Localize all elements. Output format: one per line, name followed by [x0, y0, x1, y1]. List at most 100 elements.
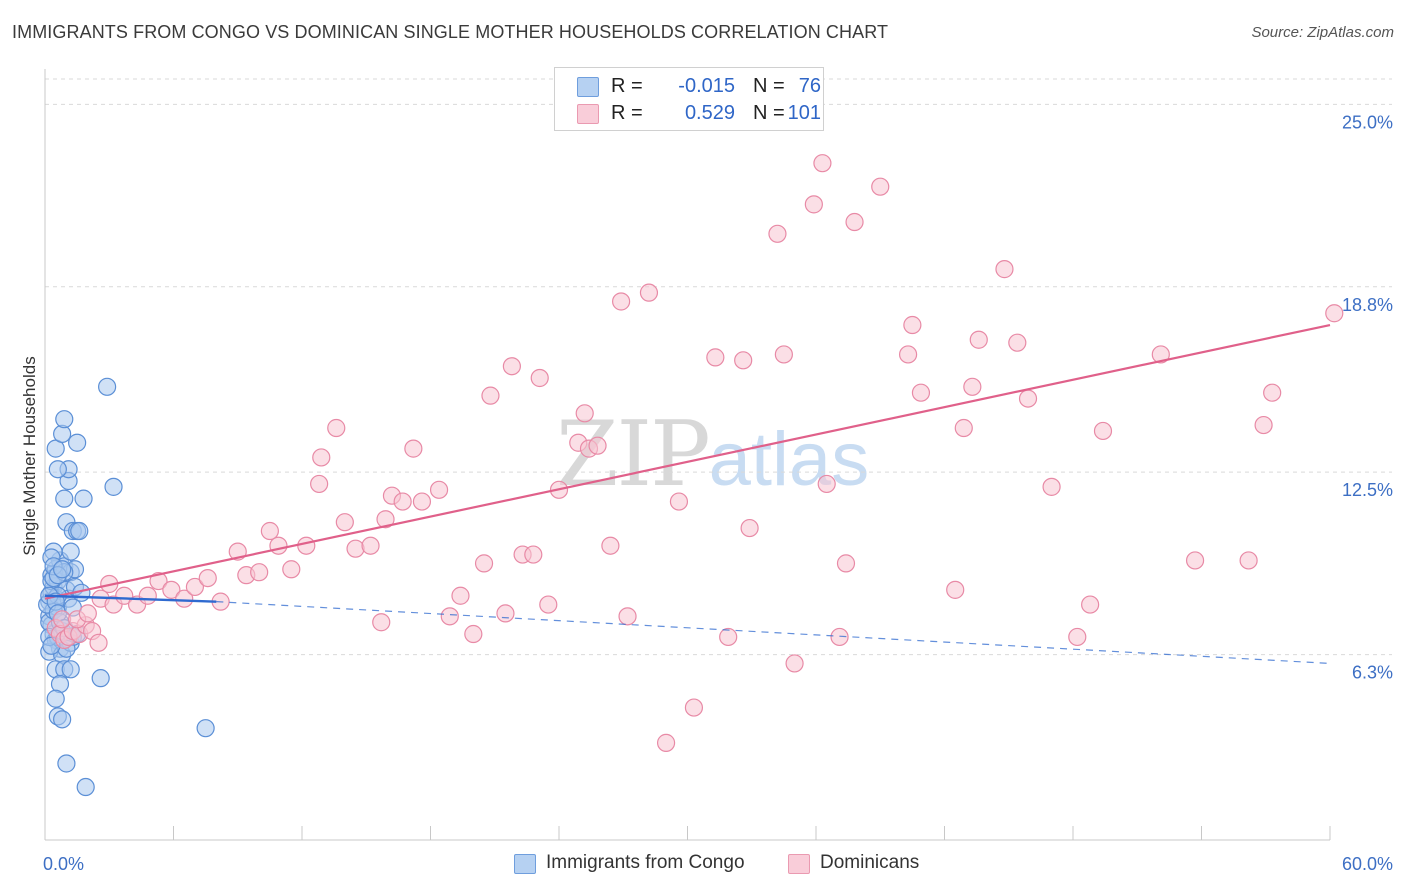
x-tick-label: 60.0% — [1342, 854, 1393, 874]
congo-point — [61, 542, 80, 561]
congo-swatch — [577, 77, 599, 97]
legend-r-label: R = — [611, 102, 643, 124]
dominican-point — [198, 568, 217, 588]
dominican-point — [335, 513, 354, 532]
dominican-point — [1081, 595, 1100, 614]
legend-item-label: Immigrants from Congo — [546, 852, 745, 873]
congo-point — [91, 669, 110, 688]
dominican-point — [995, 260, 1014, 279]
dominican-point — [474, 554, 494, 573]
dominican-point — [412, 492, 432, 511]
legend-r-label: R = — [611, 75, 643, 97]
congo-point — [48, 460, 67, 479]
dominican-point — [969, 330, 988, 349]
watermark: ZIPatlas — [556, 402, 869, 507]
congo-point — [53, 560, 72, 579]
dominican-point — [830, 627, 849, 647]
congo-point — [46, 689, 65, 708]
dominican-point — [575, 404, 594, 423]
dominican-point — [404, 439, 423, 458]
congo-point — [55, 489, 74, 508]
series-legend: Immigrants from Congo Dominicans — [0, 852, 1406, 878]
dominican-point — [149, 571, 168, 591]
dominican-point — [78, 604, 97, 623]
dominican-point — [89, 633, 108, 652]
dominican-point — [138, 586, 157, 605]
dominican-point — [836, 554, 856, 573]
dominican-point — [740, 518, 759, 538]
dominican-point — [612, 292, 631, 311]
legend-n-label: N = — [753, 75, 785, 97]
dominican-point — [464, 624, 483, 644]
congo-point — [76, 777, 95, 797]
dominican-point — [346, 539, 365, 558]
dominican-point — [618, 607, 637, 626]
dominican-point — [175, 589, 194, 608]
dominican-point — [785, 654, 804, 673]
dominican-point — [361, 536, 380, 555]
dominican-point — [327, 418, 346, 438]
legend-item-label: Dominicans — [820, 852, 920, 873]
dominican-point — [1068, 627, 1087, 647]
dominican-point — [734, 351, 753, 370]
axes — [44, 69, 1331, 841]
dominican-point — [656, 733, 676, 752]
dominican-point — [706, 348, 725, 367]
dominican-swatch — [788, 854, 810, 874]
dominican-point — [601, 536, 620, 555]
y-tick-label: 6.3% — [1352, 663, 1393, 683]
congo-point — [70, 521, 89, 541]
dominican-point — [524, 545, 543, 564]
dominican-point — [260, 521, 279, 541]
dominican-point — [963, 377, 982, 396]
dominican-point — [911, 383, 931, 402]
dominican-point — [429, 480, 449, 499]
dominican-point — [440, 607, 459, 626]
trend-lines — [44, 323, 1331, 665]
congo-point — [196, 719, 215, 738]
y-tick-label: 25.0% — [1342, 112, 1393, 132]
dominican-point — [946, 580, 965, 599]
dominican-point — [312, 448, 331, 467]
dominican-trend-line — [44, 323, 1331, 600]
dominican-point — [269, 536, 288, 555]
congo-point — [74, 489, 93, 508]
dominican-point — [1239, 551, 1258, 570]
dominican-point — [481, 386, 500, 405]
y-tick-label: 12.5% — [1342, 480, 1393, 500]
dominican-point — [1263, 383, 1282, 402]
x-tick-label: 0.0% — [43, 854, 84, 874]
dominican-point — [115, 586, 134, 605]
congo-swatch — [514, 854, 536, 874]
dominican-point — [1185, 551, 1205, 570]
dominican-point — [502, 357, 521, 376]
dominican-point — [496, 604, 515, 623]
congo-point — [68, 433, 87, 452]
legend-r-value: 0.529 — [684, 102, 735, 124]
dominican-point — [903, 315, 922, 335]
chart-title: IMMIGRANTS FROM CONGO VS DOMINICAN SINGL… — [12, 22, 889, 42]
y-tick-label: 18.8% — [1342, 295, 1393, 315]
dominican-point — [774, 345, 793, 364]
dominican-point — [845, 212, 864, 232]
dominican-point — [898, 345, 918, 364]
congo-point — [61, 660, 80, 679]
tick-labels: 6.3% 12.5% 18.8% 25.0% 0.0% 60.0% — [43, 112, 1393, 874]
dominican-point — [1093, 421, 1113, 441]
y-axis-title: Single Mother Households — [20, 356, 39, 555]
congo-trend-line — [44, 594, 217, 603]
dominican-point — [393, 492, 412, 511]
dominican-point — [162, 580, 181, 599]
dominican-point — [639, 283, 659, 302]
correlation-legend: R = -0.015 N = 76 R = 0.529 N = 101 — [554, 67, 824, 131]
legend-n-label: N = — [753, 102, 785, 124]
dominican-point — [669, 492, 689, 511]
dominican-point — [1325, 304, 1344, 323]
dominican-point — [376, 510, 395, 529]
dominican-point — [684, 698, 704, 717]
dominican-point — [719, 627, 738, 647]
congo-point — [57, 754, 76, 773]
dominican-point — [768, 224, 787, 243]
dominican-point — [1151, 345, 1170, 364]
congo-point — [55, 410, 74, 429]
